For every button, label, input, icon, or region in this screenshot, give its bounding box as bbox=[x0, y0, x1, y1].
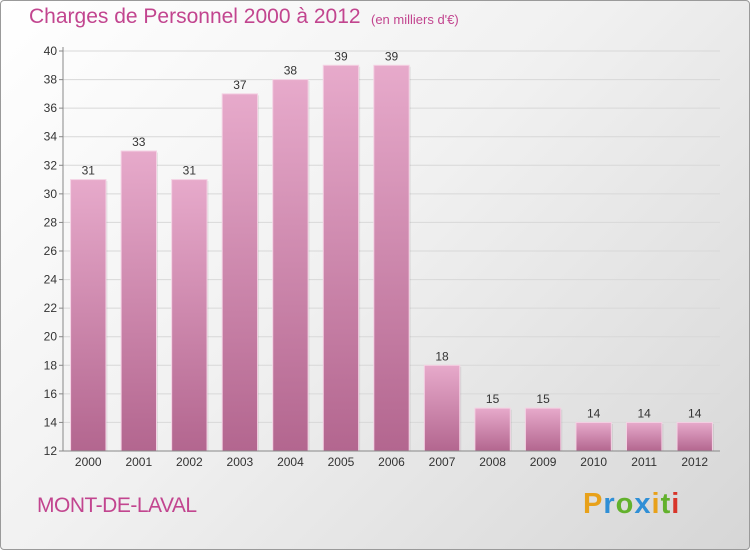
bar bbox=[575, 421, 612, 452]
value-label: 39 bbox=[334, 49, 348, 63]
value-label: 31 bbox=[183, 164, 197, 178]
y-tick-label: 36 bbox=[44, 101, 58, 115]
y-tick-label: 28 bbox=[44, 215, 58, 229]
y-tick-label: 20 bbox=[44, 330, 58, 344]
value-label: 31 bbox=[82, 164, 96, 178]
x-tick-label: 2000 bbox=[75, 455, 102, 469]
y-tick-label: 26 bbox=[44, 244, 58, 258]
bar bbox=[676, 421, 713, 452]
y-tick-label: 18 bbox=[44, 358, 58, 372]
logo-letter: r bbox=[603, 488, 616, 520]
y-tick-label: 16 bbox=[44, 387, 58, 401]
logo-letter: x bbox=[634, 488, 652, 520]
bar bbox=[120, 150, 157, 452]
x-tick-label: 2008 bbox=[479, 455, 506, 469]
x-tick-label: 2004 bbox=[277, 455, 304, 469]
bar bbox=[171, 179, 208, 452]
bar bbox=[70, 179, 107, 452]
x-tick-label: 2007 bbox=[429, 455, 456, 469]
bar bbox=[474, 407, 511, 452]
x-tick-label: 2012 bbox=[681, 455, 708, 469]
value-label: 39 bbox=[385, 49, 399, 63]
logo-letter: i bbox=[651, 488, 661, 520]
bar bbox=[322, 64, 360, 452]
x-tick-label: 2002 bbox=[176, 455, 203, 469]
y-tick-label: 34 bbox=[44, 130, 58, 144]
commune-name: MONT-DE-LAVAL bbox=[37, 494, 197, 517]
bar bbox=[373, 64, 410, 452]
y-tick-label: 14 bbox=[44, 415, 58, 429]
x-tick-label: 2009 bbox=[530, 455, 557, 469]
value-label: 14 bbox=[638, 406, 652, 420]
y-tick-label: 22 bbox=[44, 301, 58, 315]
chart-subtitle: (en milliers d'€) bbox=[371, 12, 459, 27]
logo-letter: P bbox=[583, 488, 604, 520]
x-tick-label: 2001 bbox=[125, 455, 152, 469]
chart-title: Charges de Personnel 2000 à 2012 bbox=[29, 5, 361, 28]
bar bbox=[423, 364, 461, 452]
x-tick-label: 2010 bbox=[580, 455, 607, 469]
axes: 12 14 16 18 20 22 24 26 28 30 32 34 36 38 40 2000 2001 20… bbox=[44, 44, 720, 469]
y-tick-label: 38 bbox=[44, 73, 58, 87]
bar bbox=[524, 407, 562, 452]
y-tick-label: 12 bbox=[44, 444, 58, 458]
y-tick-label: 40 bbox=[44, 44, 58, 58]
logo-letter: i bbox=[671, 488, 681, 520]
value-label: 18 bbox=[435, 349, 449, 363]
value-label: 37 bbox=[233, 78, 247, 92]
value-label: 33 bbox=[132, 135, 146, 149]
x-tick-label: 2003 bbox=[227, 455, 254, 469]
y-tick-label: 24 bbox=[44, 273, 58, 287]
y-tick-label: 30 bbox=[44, 187, 58, 201]
value-label: 15 bbox=[536, 392, 550, 406]
x-tick-label: 2005 bbox=[328, 455, 355, 469]
bar bbox=[272, 79, 309, 452]
bar bbox=[221, 93, 259, 452]
logo-letter: o bbox=[615, 488, 635, 520]
bars: 31 33 31 37 38 39 39 18 15 15 14 14 14 bbox=[70, 49, 714, 452]
value-label: 38 bbox=[284, 64, 298, 78]
bar bbox=[626, 421, 663, 452]
y-tick-label: 32 bbox=[44, 158, 58, 172]
value-label: 14 bbox=[688, 406, 702, 420]
value-label: 14 bbox=[587, 406, 601, 420]
value-label: 15 bbox=[486, 392, 500, 406]
x-tick-label: 2011 bbox=[631, 455, 657, 469]
logo-letter: t bbox=[660, 488, 672, 520]
x-tick-label: 2006 bbox=[378, 455, 405, 469]
proxiti-logo: Proxiti bbox=[583, 488, 680, 521]
